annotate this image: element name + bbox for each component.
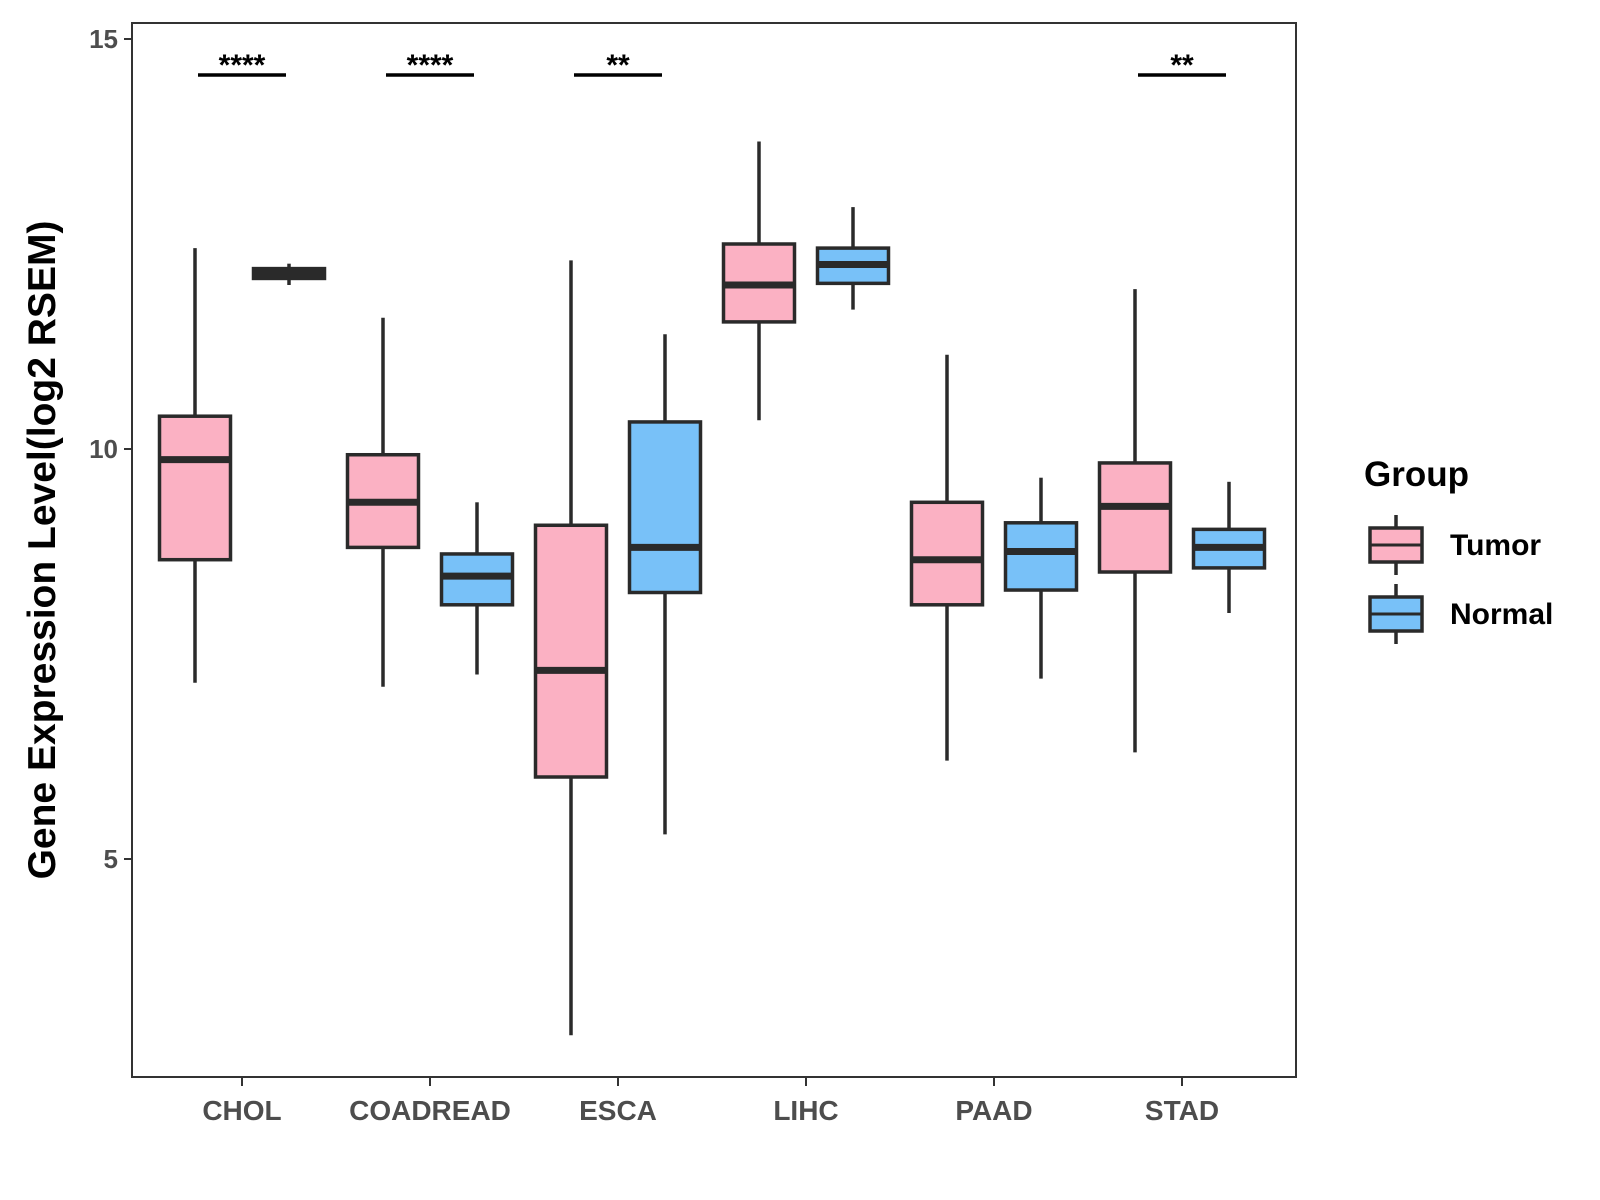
x-tick-label-paad: PAAD [955,1095,1032,1126]
box-tumor-chol [157,414,233,562]
box-normal-paad [1003,521,1079,592]
box-tumor-esca [533,523,609,779]
y-tick-label-10: 10 [89,434,118,464]
legend-label-normal: Normal [1450,598,1553,631]
x-tick-label-lihc: LIHC [773,1095,838,1126]
legend-title: Group [1364,455,1469,494]
significance-label-coadread: **** [407,49,454,82]
y-tick-label-15: 15 [89,24,118,54]
significance-label-chol: **** [219,49,266,82]
x-tick-label-chol: CHOL [202,1095,281,1126]
x-tick-label-coadread: COADREAD [349,1095,511,1126]
box-tumor-paad [909,500,985,607]
significance-label-stad: ** [1170,49,1194,82]
box-normal-esca [627,420,703,595]
legend-label-tumor: Tumor [1450,529,1541,562]
x-tick-label-esca: ESCA [579,1095,657,1126]
axes: 5 10 15 CHOL COADREAD ESCA LIHC PAAD STAD [89,24,1219,1126]
legend: Tumor Normal [1368,515,1553,644]
y-axis-title: Gene Expression Level(log2 RSEM) [21,221,64,880]
chart-marks: **** **** ** ** [157,49,1267,1036]
x-tick-label-stad: STAD [1145,1095,1219,1126]
y-tick-label-5: 5 [104,844,118,874]
box-tumor-stad [1097,461,1173,574]
significance-label-esca: ** [606,49,630,82]
